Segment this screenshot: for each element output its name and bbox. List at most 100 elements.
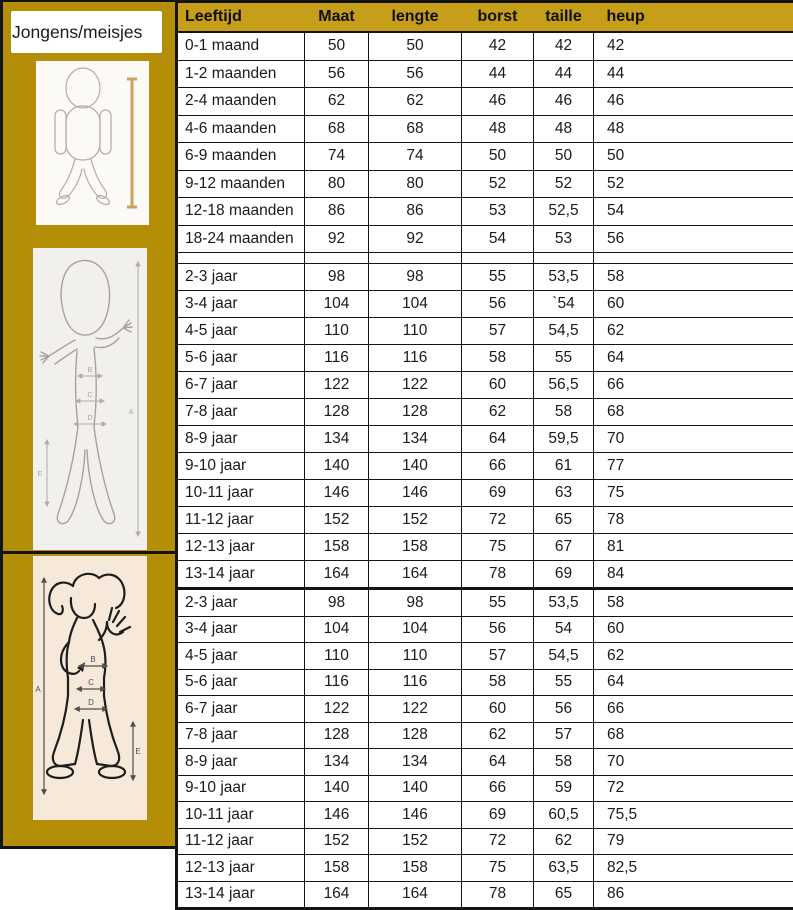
age-cell: 12-13 jaar: [177, 855, 305, 882]
size-cell: 60: [462, 372, 534, 399]
age-cell: 2-3 jaar: [177, 589, 305, 617]
boys-girls-divider: [3, 551, 178, 554]
size-cell: 72: [462, 828, 534, 855]
size-cell: 56: [462, 616, 534, 643]
size-cell: 69: [534, 561, 594, 589]
size-cell: 62: [369, 88, 462, 116]
age-cell: 13-14 jaar: [177, 561, 305, 589]
size-cell: 98: [305, 589, 369, 617]
column-header-leeftijd: Leeftijd: [177, 2, 305, 33]
size-cell: 58: [534, 399, 594, 426]
size-cell: 68: [369, 115, 462, 143]
size-cell: 56: [462, 291, 534, 318]
size-cell: 134: [305, 749, 369, 776]
size-cell: 60: [462, 696, 534, 723]
size-cell: 70: [594, 749, 793, 776]
size-cell: 58: [594, 589, 793, 617]
age-cell: 11-12 jaar: [177, 507, 305, 534]
size-cell: 59,5: [534, 426, 594, 453]
size-cell: 58: [594, 264, 793, 291]
size-cell: 48: [462, 115, 534, 143]
size-cell: 57: [462, 643, 534, 670]
column-header-heup: heup: [594, 2, 793, 33]
size-cell: 164: [369, 881, 462, 909]
size-cell: 86: [594, 881, 793, 909]
age-cell: 7-8 jaar: [177, 399, 305, 426]
size-cell: 54: [534, 616, 594, 643]
boy-figure-image: B C D A E: [33, 248, 147, 550]
size-cell: 64: [462, 749, 534, 776]
age-cell: 2-3 jaar: [177, 264, 305, 291]
size-cell: 74: [305, 143, 369, 171]
age-cell: 12-18 maanden: [177, 198, 305, 226]
size-cell: 82,5: [594, 855, 793, 882]
size-cell: 48: [594, 115, 793, 143]
age-cell: 0-1 maand: [177, 32, 305, 60]
age-cell: 13-14 jaar: [177, 881, 305, 909]
size-cell: 57: [462, 318, 534, 345]
size-cell: 58: [462, 669, 534, 696]
size-cell: 66: [594, 372, 793, 399]
age-cell: 6-9 maanden: [177, 143, 305, 171]
baby-figure-image: [36, 61, 149, 225]
boy-outline-icon: B C D A E: [33, 248, 147, 550]
column-header-lengte: lengte: [369, 2, 462, 33]
size-cell: 60,5: [534, 802, 594, 829]
size-cell: 128: [305, 722, 369, 749]
measure-label-a: A: [129, 409, 134, 416]
size-cell: 50: [594, 143, 793, 171]
size-cell: 63: [534, 480, 594, 507]
size-cell: 68: [594, 399, 793, 426]
baby-outline-icon: [36, 61, 149, 225]
size-cell: 65: [534, 881, 594, 909]
size-cell: 134: [369, 749, 462, 776]
size-cell: 98: [305, 264, 369, 291]
measure-label-b: B: [90, 655, 95, 664]
size-cell: 98: [369, 589, 462, 617]
age-cell: 2-4 maanden: [177, 88, 305, 116]
size-cell: 60: [594, 616, 793, 643]
size-cell: 152: [369, 507, 462, 534]
age-cell: 6-7 jaar: [177, 372, 305, 399]
age-cell: 9-10 jaar: [177, 453, 305, 480]
size-cell: 56: [369, 60, 462, 88]
size-cell: 110: [369, 318, 462, 345]
size-cell: 42: [534, 32, 594, 60]
size-cell: 53: [534, 225, 594, 253]
size-cell: 77: [594, 453, 793, 480]
size-cell: 62: [534, 828, 594, 855]
age-cell: 8-9 jaar: [177, 426, 305, 453]
size-cell: 78: [462, 881, 534, 909]
age-cell: 8-9 jaar: [177, 749, 305, 776]
size-cell: 66: [462, 775, 534, 802]
size-cell: 62: [305, 88, 369, 116]
size-cell: 134: [305, 426, 369, 453]
size-cell: 98: [369, 264, 462, 291]
size-cell: 92: [369, 225, 462, 253]
size-cell: 164: [369, 561, 462, 589]
age-cell: 18-24 maanden: [177, 225, 305, 253]
size-cell: 80: [369, 170, 462, 198]
size-cell: 66: [462, 453, 534, 480]
size-cell: 78: [594, 507, 793, 534]
size-cell: 52: [462, 170, 534, 198]
size-cell: 62: [594, 318, 793, 345]
size-cell: 146: [369, 802, 462, 829]
size-cell: 128: [369, 722, 462, 749]
age-cell: 9-12 maanden: [177, 170, 305, 198]
